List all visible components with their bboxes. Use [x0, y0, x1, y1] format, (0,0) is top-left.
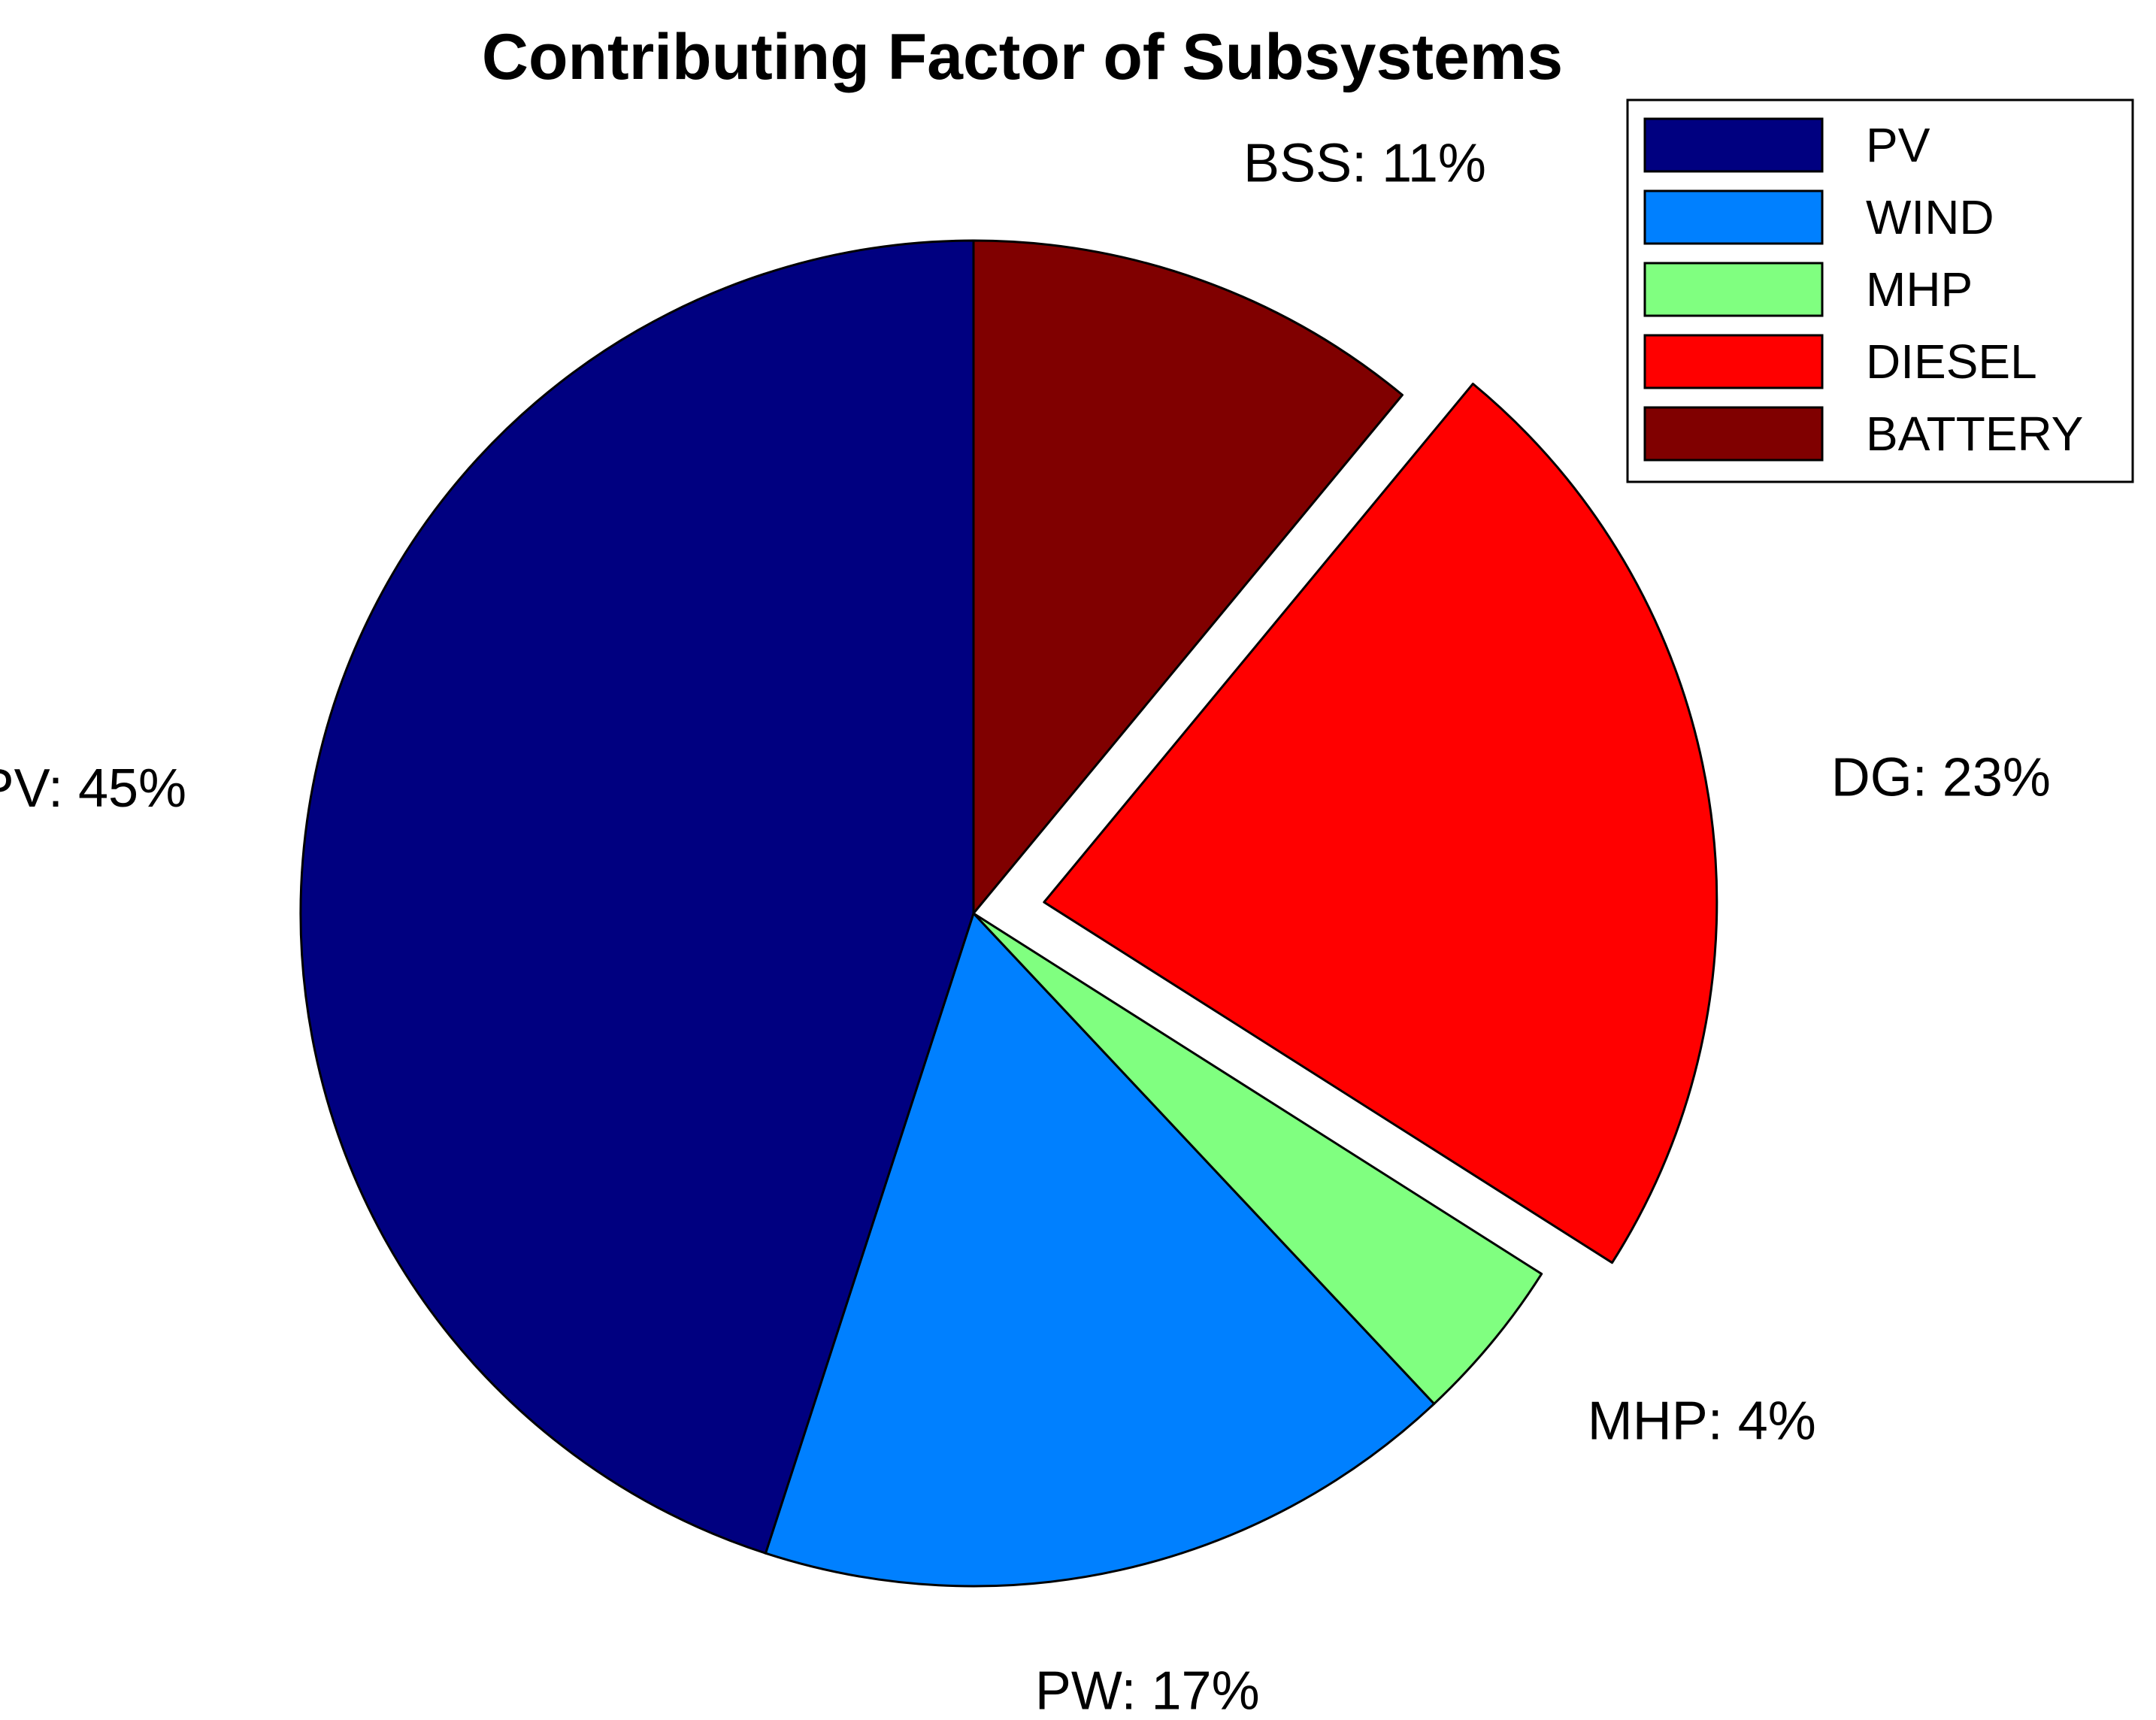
legend-label-diesel: DIESEL [1866, 335, 2037, 389]
slice-label-wind: PW: 17% [1035, 1661, 1260, 1720]
pie-slice-battery [972, 239, 1404, 915]
pie-slice-diesel [1043, 383, 1718, 1264]
slice-label-diesel: DG: 23% [1831, 747, 2051, 807]
pie-slice-pv [299, 239, 975, 1555]
slice-label-pv: PV: 45% [0, 759, 186, 819]
legend: PV WIND MHP DIESEL BATTERY [1626, 98, 2134, 483]
legend-swatch-battery [1643, 406, 1824, 462]
legend-label-wind: WIND [1866, 190, 1994, 244]
legend-swatch-wind [1643, 189, 1824, 245]
legend-swatch-mhp [1643, 262, 1824, 317]
slice-label-battery: BSS: 11% [1243, 134, 1486, 194]
legend-label-battery: BATTERY [1866, 407, 2083, 461]
slice-labels: BSS: 11% DG: 23% MHP: 4% PW: 17% PV: 45% [0, 134, 2051, 1720]
legend-swatch-pv [1643, 117, 1824, 173]
pie-slice-mhp [972, 912, 1543, 1405]
pie-slices [299, 239, 1718, 1588]
pie-slice-wind [764, 912, 1436, 1588]
slice-label-mhp: MHP: 4% [1588, 1391, 1816, 1452]
legend-label-mhp: MHP [1866, 262, 1973, 316]
legend-label-pv: PV [1866, 118, 1930, 172]
legend-swatch-diesel [1643, 334, 1824, 389]
chart-title: Contributing Factor of Subsystems [482, 21, 1563, 93]
